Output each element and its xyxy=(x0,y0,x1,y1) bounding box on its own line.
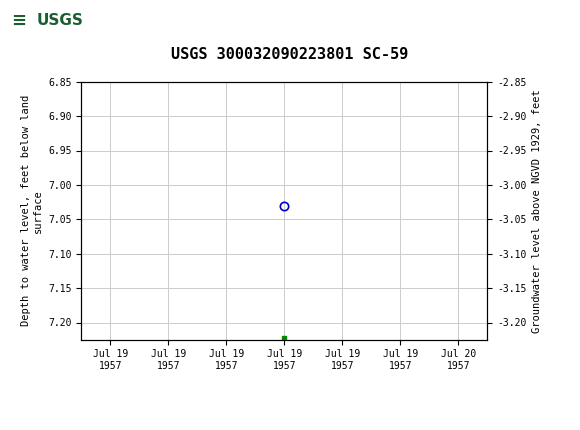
Text: USGS: USGS xyxy=(37,13,84,28)
Y-axis label: Groundwater level above NGVD 1929, feet: Groundwater level above NGVD 1929, feet xyxy=(532,89,542,332)
Y-axis label: Depth to water level, feet below land
surface: Depth to water level, feet below land su… xyxy=(21,95,42,326)
Bar xyxy=(5,4,95,37)
Text: ≡: ≡ xyxy=(12,12,27,29)
Text: USGS 300032090223801 SC-59: USGS 300032090223801 SC-59 xyxy=(171,47,409,62)
